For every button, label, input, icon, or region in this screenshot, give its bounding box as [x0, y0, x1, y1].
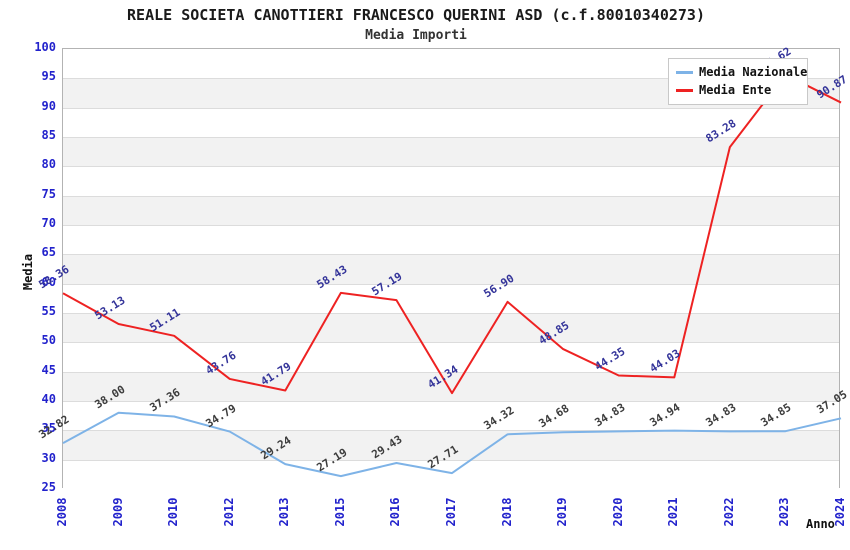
grid-band — [63, 371, 839, 401]
y-tick-label: 25 — [41, 480, 56, 494]
y-tick-label: 100 — [34, 40, 56, 54]
y-tick-label: 35 — [41, 421, 56, 436]
grid-band — [63, 166, 839, 196]
chart-subtitle: Media Importi — [365, 28, 467, 43]
x-tick-label: 2019 — [555, 497, 570, 527]
gridline — [63, 107, 839, 109]
legend-item-media-nazionale: Media Nazionale — [676, 63, 807, 81]
series-lines-canvas — [62, 73, 842, 478]
grid-band — [63, 107, 839, 137]
x-tick-label: 2024 — [833, 497, 847, 527]
gridline — [63, 225, 839, 226]
y-tick-label: 75 — [41, 186, 56, 201]
gridline — [63, 342, 839, 344]
grid-band — [63, 342, 839, 372]
gridline — [63, 78, 839, 80]
gridline — [63, 459, 839, 461]
y-tick-label: 80 — [41, 157, 56, 172]
legend-label-media-ente: Media Ente — [699, 83, 772, 97]
y-tick-label: 95 — [41, 69, 56, 84]
gridline — [63, 166, 839, 168]
y-tick-label: 45 — [41, 362, 56, 377]
y-tick-label: 85 — [41, 128, 56, 142]
y-tick-label: 30 — [41, 450, 56, 465]
y-tick-label: 60 — [41, 274, 56, 289]
legend-swatch-media-nazionale — [676, 70, 693, 74]
chart-title: REALE SOCIETA CANOTTIERI FRANCESCO QUERI… — [127, 6, 705, 24]
grid-band — [63, 313, 839, 343]
x-tick-label: 2016 — [388, 497, 403, 527]
grid-band — [63, 254, 839, 284]
y-tick-label: 55 — [41, 304, 56, 318]
grid-band — [63, 459, 839, 489]
x-tick-label: 2015 — [332, 497, 347, 527]
y-tick-label: 50 — [41, 333, 56, 348]
gridline — [63, 313, 839, 314]
x-tick-label: 2008 — [55, 497, 69, 527]
y-tick-label: 40 — [41, 392, 56, 406]
y-tick-label: 70 — [41, 216, 56, 230]
y-tick-label: 90 — [41, 98, 56, 113]
gridline — [63, 283, 839, 285]
x-tick-label: 2010 — [166, 497, 181, 527]
x-tick-label: 2012 — [221, 497, 236, 527]
x-tick-label: 2022 — [721, 497, 736, 527]
plot-area: 32.82 38.00 37.36 34.79 29.24 27.19 29.43 27.71… — [37, 44, 849, 489]
x-tick-label: 2018 — [499, 497, 514, 527]
gridline — [63, 254, 839, 256]
x-tick-label: 2013 — [277, 497, 292, 527]
grid-band — [63, 195, 839, 225]
x-tick-label: 2021 — [666, 497, 681, 527]
x-tick-label: 2020 — [610, 497, 625, 527]
x-tick-label: 2023 — [777, 497, 792, 527]
x-axis-title: Anno — [806, 517, 835, 531]
gridline — [63, 371, 839, 373]
legend-label-media-nazionale: Media Nazionale — [699, 65, 808, 79]
grid-band — [63, 137, 839, 167]
series-line-media-nazionale — [62, 411, 842, 478]
x-tick-label: 2009 — [110, 497, 125, 527]
gridline — [63, 195, 839, 197]
grid-band — [63, 430, 839, 460]
gridline — [63, 137, 839, 138]
gridline — [63, 401, 839, 402]
legend-swatch-media-ente — [676, 88, 693, 92]
legend-item-media-ente: Media Ente — [676, 81, 800, 99]
grid-band — [63, 283, 839, 313]
y-tick-label: 65 — [41, 245, 56, 260]
x-tick-label: 2017 — [444, 497, 458, 527]
series-line-media-ente — [62, 73, 842, 395]
grid-band — [63, 401, 839, 431]
legend: Media Nazionale Media Ente — [668, 58, 808, 105]
gridline — [63, 430, 839, 432]
